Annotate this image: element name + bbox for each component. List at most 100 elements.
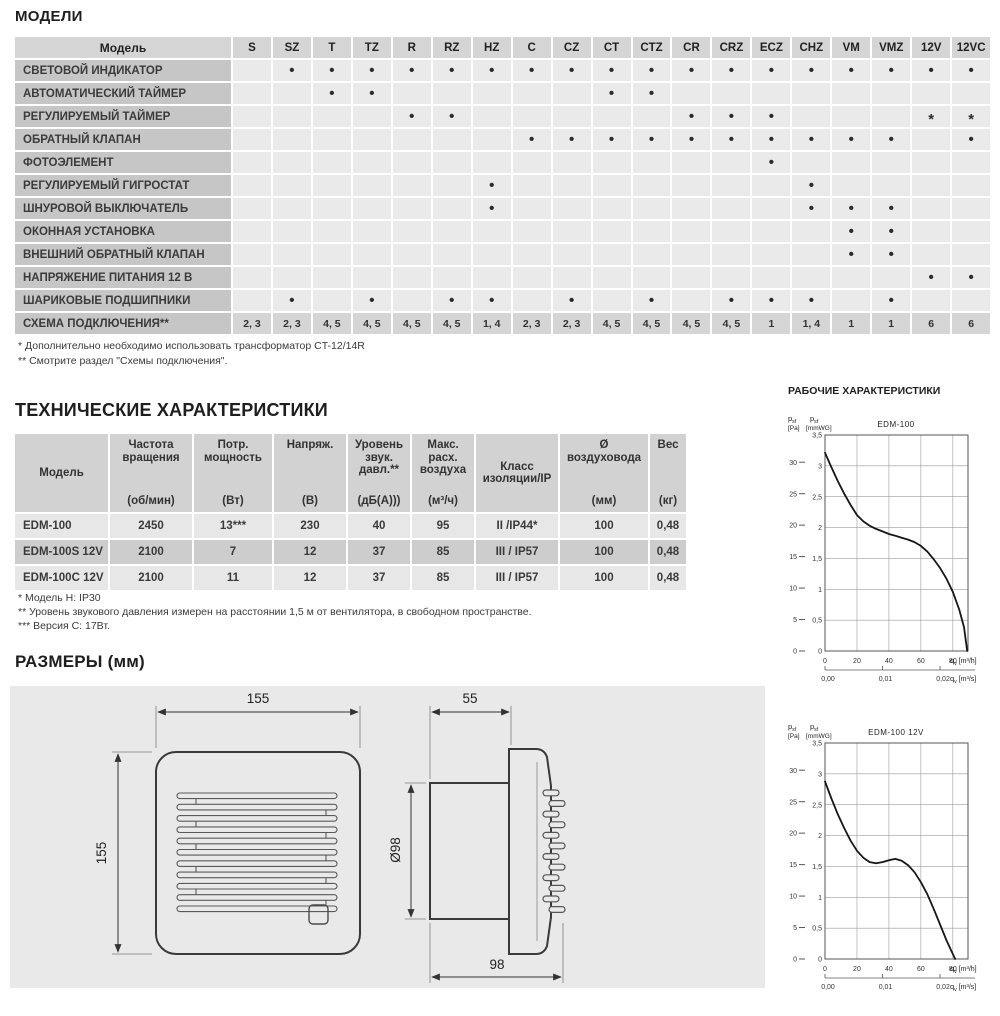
matrix-cell: [312, 244, 351, 265]
matrix-cell: 4, 5: [672, 313, 711, 334]
svg-text:80: 80: [949, 658, 957, 665]
matrix-cell: [552, 198, 591, 219]
technical-data-table: Модель Частота вращения (об/мин) Потр. мощн…: [15, 434, 686, 590]
tech-value-cell: 7: [194, 540, 272, 564]
matrix-cell: 1, 4: [472, 313, 511, 334]
tech-value-cell: 85: [412, 566, 474, 590]
performance-chart-edm-100-12v: 0 0,5 1 1,5 2 2,5 3 3,5 0 5 10 15 20 25 30 0 20 40 60 80 psf…: [788, 722, 977, 993]
matrix-cell: •: [792, 175, 831, 196]
matrix-cell: [352, 221, 391, 242]
matrix-cell: [233, 198, 271, 219]
matrix-row: РЕГУЛИРУЕМЫЙ ГИГРОСТАТ • •: [15, 175, 991, 196]
fan-front-view: [155, 751, 361, 955]
tech-value-cell: 230: [274, 514, 346, 538]
svg-text:0,01: 0,01: [879, 984, 893, 991]
matrix-header-model: Модель: [15, 37, 231, 58]
matrix-cell: •: [872, 60, 911, 81]
matrix-cell: [952, 244, 991, 265]
matrix-cell: [632, 244, 671, 265]
matrix-cell: •: [272, 290, 311, 311]
matrix-cell: •: [592, 129, 631, 150]
matrix-cell: [592, 175, 631, 196]
tech-value-cell: 2100: [110, 566, 192, 590]
matrix-cell: [912, 244, 951, 265]
matrix-cell: [872, 267, 911, 288]
performance-curve: [824, 780, 957, 960]
tech-value-cell: III / IP57: [476, 566, 558, 590]
matrix-cell: •: [312, 83, 351, 104]
matrix-cell: [352, 267, 391, 288]
matrix-cell: •: [512, 60, 551, 81]
matrix-cell: •: [872, 129, 911, 150]
matrix-cell: [472, 221, 511, 242]
matrix-cell: •: [832, 60, 871, 81]
matrix-cell: [432, 152, 471, 173]
matrix-column-header: 12V: [912, 37, 951, 58]
models-footnotes: * Дополнительно необходимо использовать …: [18, 339, 365, 369]
matrix-cell: [552, 152, 591, 173]
svg-text:2: 2: [818, 833, 822, 840]
matrix-cell: •: [832, 198, 871, 219]
matrix-cell: [752, 244, 791, 265]
matrix-cell: [712, 267, 751, 288]
dimensions-drawing: 155 155 55 Ø98 98: [94, 691, 566, 983]
matrix-cell: [872, 152, 911, 173]
matrix-cell: [872, 175, 911, 196]
svg-text:10: 10: [789, 586, 797, 593]
svg-text:[Pa]: [Pa]: [788, 733, 800, 740]
models-feature-matrix: Модель S SZ T TZ R RZ HZ C CZ CT CTZ CR CRZ ECZ CHZ VM VM…: [15, 37, 991, 334]
svg-text:60: 60: [917, 966, 925, 973]
matrix-cell: [712, 221, 751, 242]
matrix-cell: [392, 267, 431, 288]
matrix-row-label: ШАРИКОВЫЕ ПОДШИПНИКИ: [15, 290, 231, 311]
matrix-cell: [233, 244, 271, 265]
svg-text:5: 5: [793, 925, 797, 932]
matrix-cell: [832, 267, 871, 288]
matrix-cell: [312, 106, 351, 127]
matrix-cell: [392, 244, 431, 265]
matrix-cell: [912, 198, 951, 219]
matrix-cell: •: [352, 290, 391, 311]
matrix-cell: •: [752, 60, 791, 81]
matrix-cell: [432, 198, 471, 219]
matrix-row: ШНУРОВОЙ ВЫКЛЮЧАТЕЛЬ • • • •: [15, 198, 991, 219]
svg-text:2,5: 2,5: [812, 802, 822, 809]
matrix-row: ВНЕШНИЙ ОБРАТНЫЙ КЛАПАН • •: [15, 244, 991, 265]
matrix-cell: 4, 5: [432, 313, 471, 334]
matrix-cell: [912, 152, 951, 173]
matrix-column-header: R: [392, 37, 431, 58]
matrix-cell: [392, 198, 431, 219]
matrix-cell: [752, 175, 791, 196]
matrix-cell: [352, 152, 391, 173]
matrix-cell: [552, 106, 591, 127]
svg-text:0: 0: [818, 649, 822, 656]
grille-louvres: [176, 792, 338, 913]
tech-model-name: EDM-100C 12V: [15, 566, 108, 590]
matrix-cell: [552, 221, 591, 242]
matrix-row-label: НАПРЯЖЕНИЕ ПИТАНИЯ 12 В: [15, 267, 231, 288]
matrix-cell: •: [392, 106, 431, 127]
matrix-cell: •: [952, 60, 991, 81]
matrix-cell: 2, 3: [233, 313, 271, 334]
performance-section-title: РАБОЧИЕ ХАРАКТЕРИСТИКИ: [788, 385, 941, 397]
matrix-cell: [552, 244, 591, 265]
matrix-cell: •: [752, 290, 791, 311]
tech-value-cell: 100: [560, 566, 648, 590]
matrix-cell: •: [392, 60, 431, 81]
matrix-cell: [352, 106, 391, 127]
matrix-cell: [352, 198, 391, 219]
svg-text:0,00: 0,00: [821, 984, 835, 991]
matrix-cell: [672, 221, 711, 242]
tech-model-name: EDM-100S 12V: [15, 540, 108, 564]
svg-text:0,02: 0,02: [936, 676, 950, 683]
svg-text:15: 15: [789, 862, 797, 869]
matrix-cell: *: [912, 106, 951, 127]
matrix-cell: [952, 175, 991, 196]
matrix-cell: [312, 267, 351, 288]
dim-front-height: 155: [94, 842, 109, 865]
matrix-cell: [272, 175, 311, 196]
matrix-cell: 4, 5: [632, 313, 671, 334]
matrix-cell: [472, 152, 511, 173]
matrix-cell: [712, 175, 751, 196]
extension-lines: [112, 706, 564, 983]
